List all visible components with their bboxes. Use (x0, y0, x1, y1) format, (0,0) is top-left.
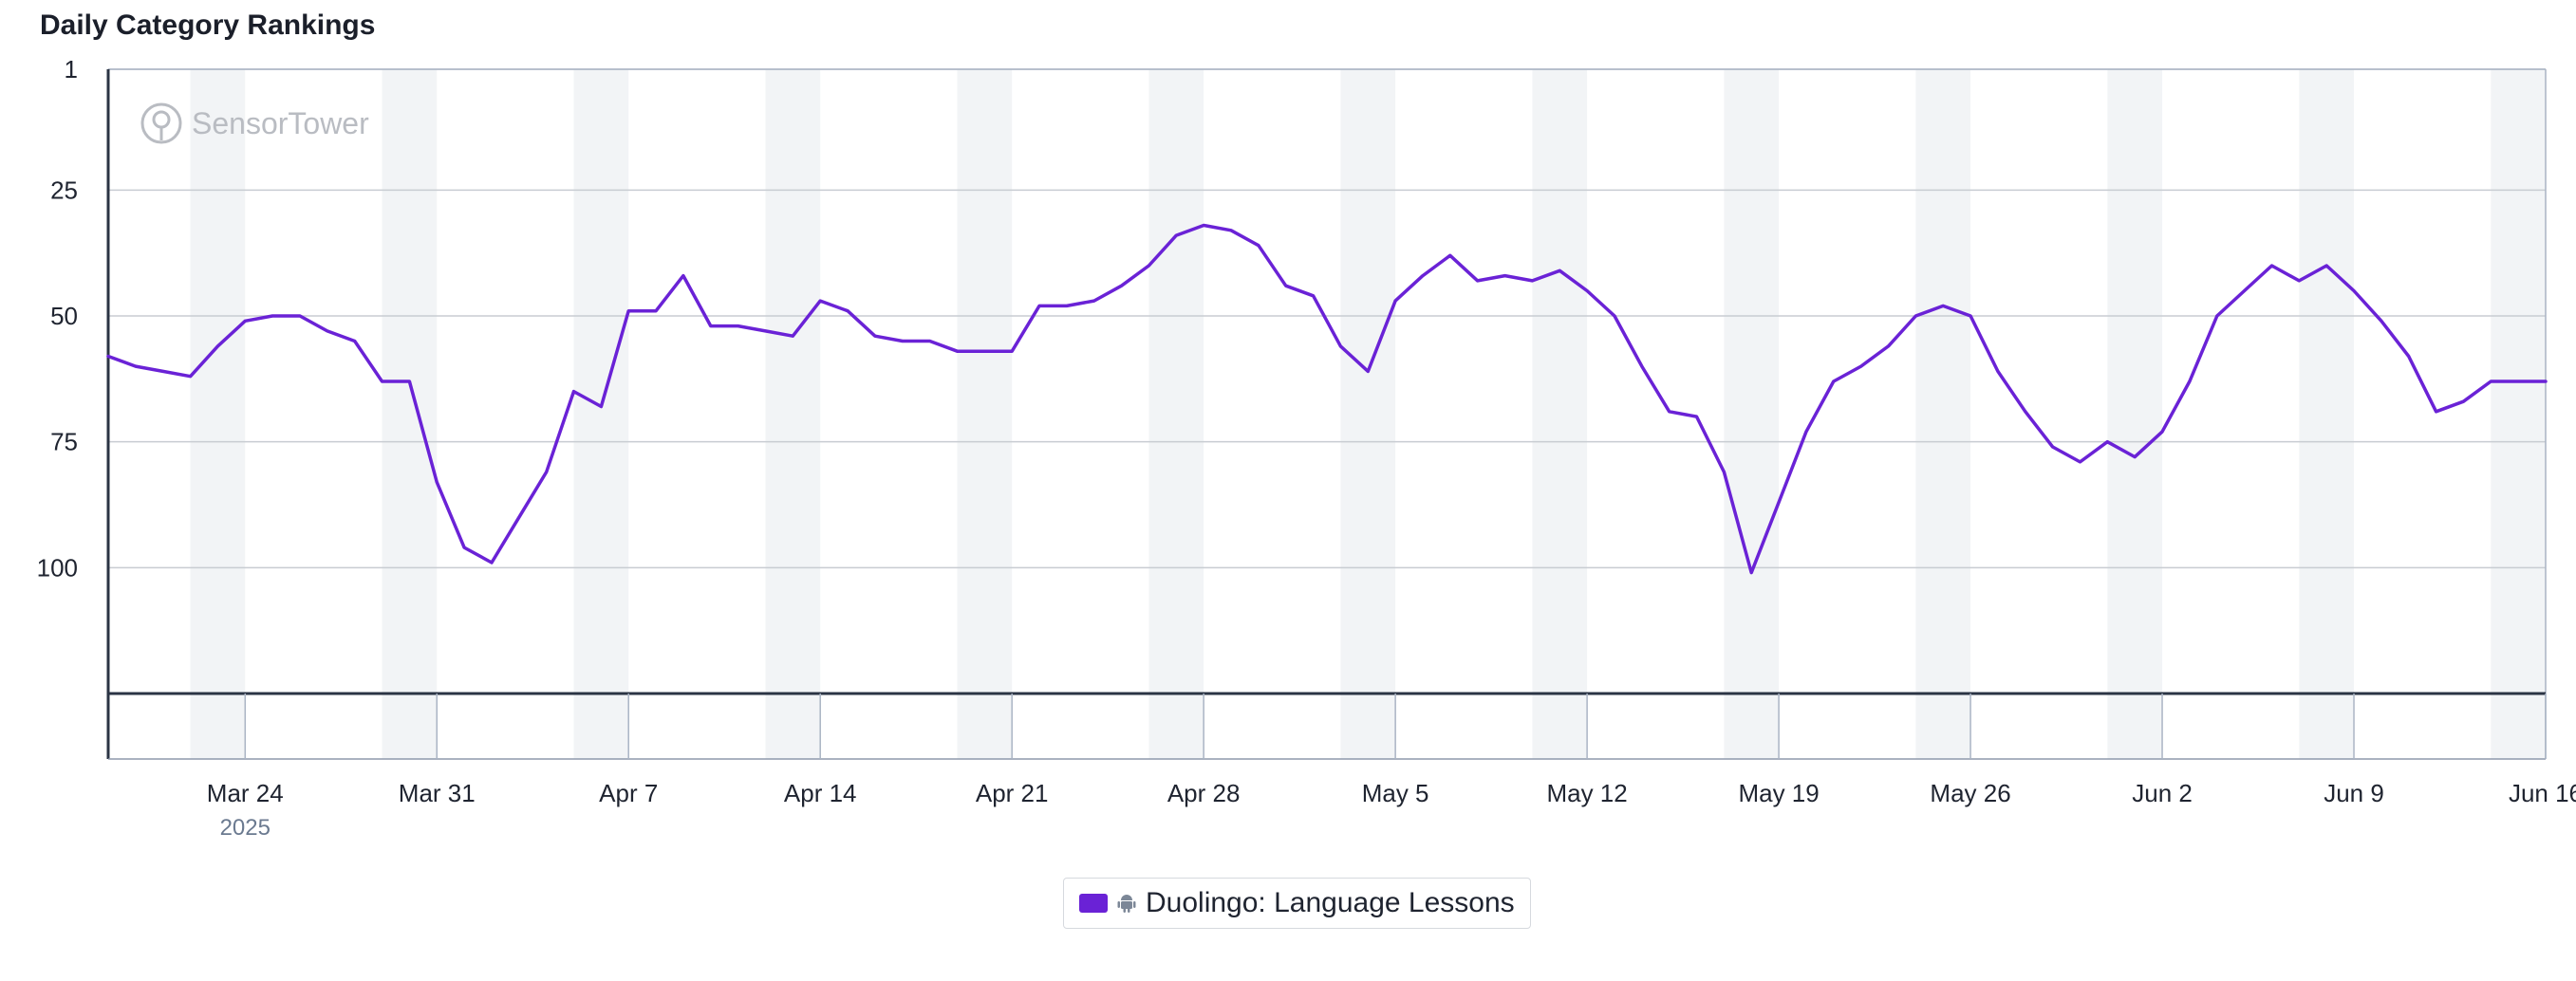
sensortower-logo-icon (140, 102, 182, 144)
x-tick-label: May 26 (1930, 779, 2010, 807)
legend-item-duolingo[interactable]: Duolingo: Language Lessons (1063, 878, 1531, 929)
weekend-band (1724, 69, 1780, 759)
plot-frame (106, 68, 2547, 760)
y-axis-labels: 1 25 50 75 100 (37, 55, 78, 582)
weekend-band (765, 69, 821, 759)
x-tick-label: May 12 (1546, 779, 1627, 807)
x-tick-label: Apr 28 (1167, 779, 1241, 807)
weekend-band (573, 69, 629, 759)
weekend-band (957, 69, 1013, 759)
weekend-band (1340, 69, 1396, 759)
weekend-band (382, 69, 438, 759)
x-tick-label: Apr 7 (599, 779, 658, 807)
weekend-band (1148, 69, 1204, 759)
weekend-band (190, 69, 246, 759)
y-tick-label: 25 (50, 176, 78, 204)
x-axis: Mar 24 Mar 31 Apr 7 Apr 14 Apr 21 Apr 28 May 5… (207, 694, 2576, 807)
x-tick-label: Jun 16 (2509, 779, 2576, 807)
weekend-bands (190, 69, 2546, 759)
weekend-band (2107, 69, 2163, 759)
x-tick-label: Mar 31 (399, 779, 476, 807)
chart-title: Daily Category Rankings (40, 9, 376, 41)
sensortower-watermark: SensorTower (140, 102, 369, 144)
y-tick-label: 100 (37, 553, 78, 582)
x-tick-label: May 19 (1738, 779, 1819, 807)
android-icon (1117, 893, 1136, 914)
series-line-duolingo (106, 223, 2548, 575)
weekend-band (2491, 69, 2546, 759)
weekend-band (1532, 69, 1588, 759)
x-tick-label: May 5 (1362, 779, 1429, 807)
series-layer (106, 223, 2548, 575)
x-tick-label: Jun 2 (2132, 779, 2193, 807)
watermark-text: SensorTower (192, 106, 369, 140)
legend-label: Duolingo: Language Lessons (1146, 887, 1515, 918)
y-tick-label: 75 (50, 428, 78, 456)
x-tick-label: Apr 21 (976, 779, 1049, 807)
legend-color-swatch (1079, 894, 1108, 913)
x-tick-label: Mar 24 (207, 779, 284, 807)
weekend-band (2299, 69, 2355, 759)
x-tick-label: Apr 14 (784, 779, 857, 807)
y-tick-label: 50 (50, 302, 78, 330)
x-axis-year-label: 2025 (220, 815, 271, 841)
x-tick-label: Jun 9 (2324, 779, 2384, 807)
weekend-band (1915, 69, 1971, 759)
y-tick-label: 1 (65, 55, 78, 83)
